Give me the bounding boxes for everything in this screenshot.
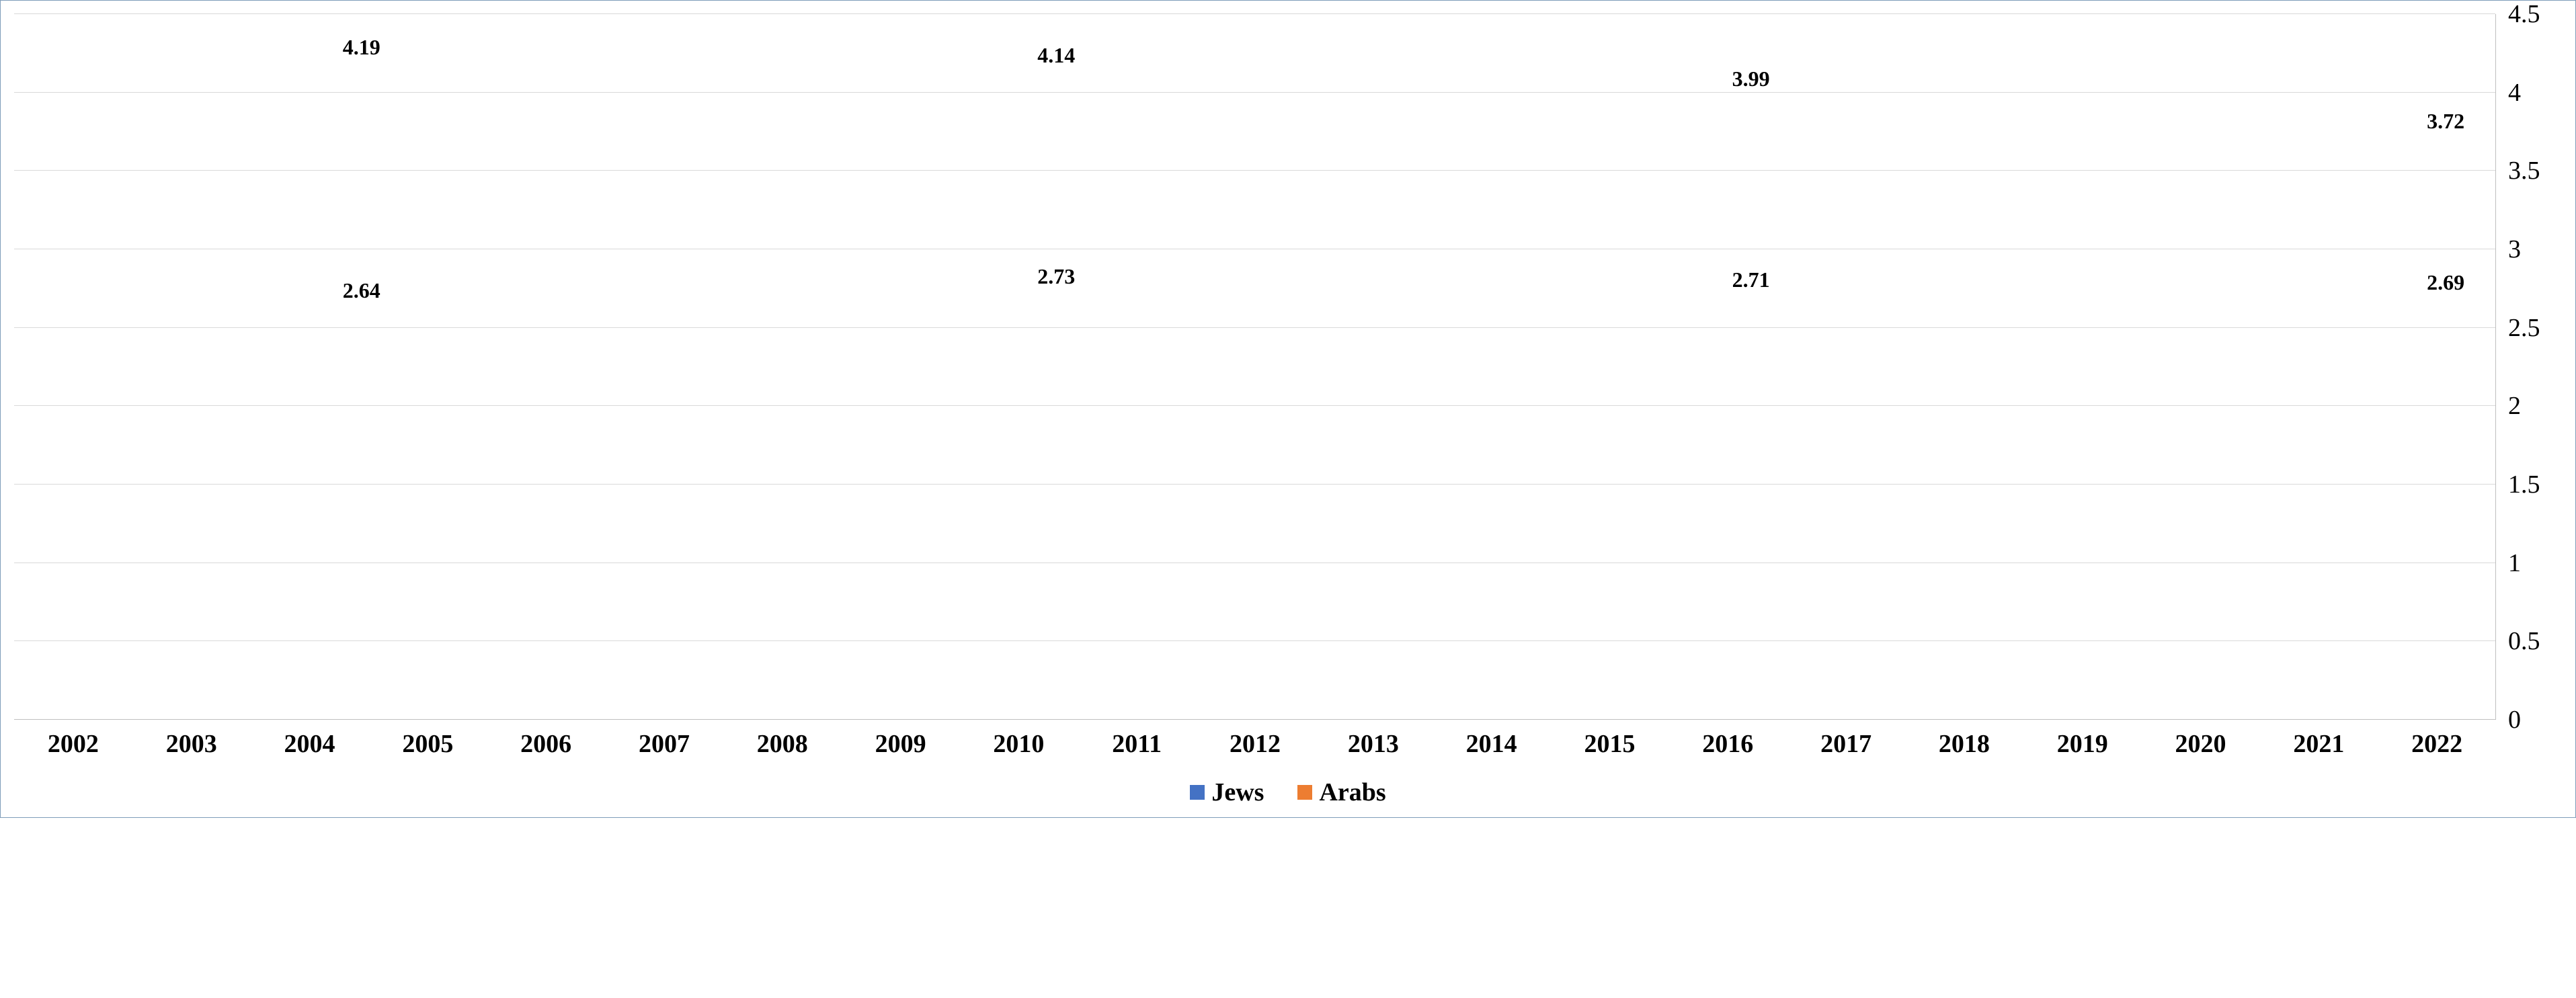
x-tick-label: 2007 [605,729,723,759]
x-tick-label: 2017 [1787,729,1905,759]
y-tick-label: 0 [2508,705,2521,735]
x-tick-label: 2012 [1196,729,1314,759]
x-tick-label: 2006 [487,729,605,759]
bar-value-label: 4.19 [343,35,380,63]
bar-value-label: 4.14 [1037,43,1075,71]
legend-swatch [1190,785,1205,800]
x-tick-label: 2011 [1078,729,1196,759]
y-tick-label: 4.5 [2508,0,2540,29]
y-tick-label: 2 [2508,391,2521,421]
y-tick-label: 4 [2508,78,2521,108]
plot-wrapper: 4.192.644.142.733.992.713.722.693.682.75… [14,14,2496,759]
bar-value-label: 3.99 [1732,67,1770,94]
x-tick-label: 2010 [960,729,1078,759]
y-tick-label: 1 [2508,548,2521,578]
x-tick-label: 2021 [2259,729,2378,759]
y-tick-label: 3.5 [2508,156,2540,185]
bar-value-label: 2.71 [1732,267,1770,295]
x-axis: 2002200320042005200620072008200920102011… [14,729,2496,759]
chart-area: 4.192.644.142.733.992.713.722.693.682.75… [14,14,2562,759]
gridline [14,640,2495,641]
x-tick-label: 2008 [723,729,842,759]
x-tick-label: 2018 [1905,729,2023,759]
gridline [14,327,2495,328]
bar-value-label: 2.73 [1037,264,1075,292]
x-tick-label: 2015 [1551,729,1669,759]
y-axis: 00.511.522.533.544.5 [2501,14,2562,720]
y-tick-label: 3 [2508,235,2521,264]
gridline [14,719,2495,720]
x-tick-label: 2003 [132,729,251,759]
bar-value-label: 2.64 [343,278,380,306]
bar-group: 4.14 2.73 [709,14,1403,720]
x-tick-label: 2009 [842,729,960,759]
legend-item-arabs: Arabs [1297,778,1385,807]
bar-value-label: 3.72 [2427,109,2464,136]
bar-group: 4.19 2.64 [14,14,709,720]
plot: 4.192.644.142.733.992.713.722.693.682.75… [14,14,2496,720]
x-tick-label: 2013 [1314,729,1433,759]
legend-label: Arabs [1319,778,1385,807]
x-tick-label: 2002 [14,729,132,759]
y-tick-label: 1.5 [2508,470,2540,499]
y-tick-label: 0.5 [2508,626,2540,656]
gridline [14,405,2495,406]
chart-container: 4.192.644.142.733.992.713.722.693.682.75… [0,0,2576,818]
x-tick-label: 2004 [251,729,369,759]
x-tick-label: 2019 [2023,729,2142,759]
legend-label: Jews [1211,778,1264,807]
gridline [14,484,2495,485]
x-tick-label: 2016 [1668,729,1787,759]
x-tick-label: 2020 [2142,729,2260,759]
x-tick-label: 2022 [2378,729,2496,759]
bar-value-label: 2.69 [2427,270,2464,298]
bars-layer: 4.192.644.142.733.992.713.722.693.682.75… [14,14,2495,720]
legend-swatch [1297,785,1312,800]
gridline [14,13,2495,14]
bar-group: 3.99 2.71 [1404,14,2098,720]
x-tick-label: 2005 [368,729,487,759]
x-tick-label: 2014 [1433,729,1551,759]
y-tick-label: 2.5 [2508,313,2540,343]
gridline [14,92,2495,93]
legend: Jews Arabs [14,778,2562,807]
legend-item-jews: Jews [1190,778,1264,807]
gridline [14,170,2495,171]
